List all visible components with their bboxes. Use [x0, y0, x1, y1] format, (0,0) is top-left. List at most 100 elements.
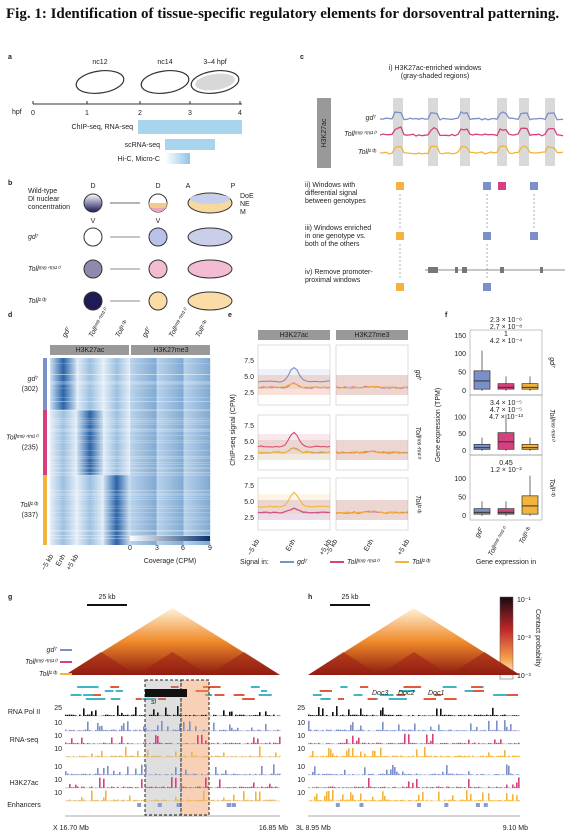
- track-bar: [73, 787, 75, 788]
- track-bar: [408, 799, 410, 801]
- region-shade: [144, 679, 182, 816]
- track-bar: [402, 771, 404, 775]
- track-bar: [398, 800, 400, 801]
- label: i) H3K27ac-enriched windows: [389, 65, 482, 72]
- track-bar: [73, 742, 75, 744]
- track-bar: [464, 787, 466, 788]
- heatmap-streak: [50, 471, 210, 473]
- track-bar: [103, 797, 105, 801]
- track-bar: [169, 756, 171, 757]
- track-bar: [396, 771, 398, 775]
- track-bar: [259, 746, 261, 757]
- track-bar: [410, 787, 412, 788]
- track-bar: [360, 751, 362, 757]
- track-bar: [390, 800, 392, 801]
- label: 25 kb: [341, 594, 358, 601]
- track-bar: [488, 786, 490, 788]
- track-bar: [93, 715, 95, 716]
- track-bar: [382, 786, 384, 788]
- track-bar: [490, 755, 492, 757]
- track-bar: [450, 799, 452, 801]
- track-bar: [269, 774, 271, 775]
- genotype-label: Toll¹⁰ᵇ: [517, 525, 533, 545]
- track-bar: [223, 743, 225, 744]
- tick-label: 0: [462, 513, 466, 520]
- track-bar: [265, 711, 267, 716]
- heatmap-streak: [50, 490, 210, 492]
- track-bar: [65, 742, 67, 744]
- tick-label: 10⁻²: [517, 635, 531, 642]
- track-bar: [135, 729, 137, 731]
- heatmap-streak: [50, 462, 210, 463]
- track-bar: [518, 755, 520, 757]
- embryo-side: [187, 259, 233, 279]
- track-bar: [227, 800, 229, 801]
- track-bar: [458, 715, 460, 716]
- track-bar: [418, 714, 420, 716]
- track-bar: [318, 707, 320, 716]
- track-bar: [326, 743, 328, 744]
- track-bar: [494, 800, 496, 801]
- track-bar: [275, 774, 277, 775]
- track-bar: [267, 786, 269, 788]
- hic-map: [308, 608, 520, 675]
- box: [473, 443, 491, 450]
- track-bar: [253, 782, 255, 788]
- track-bar: [127, 755, 129, 757]
- track-bar: [514, 755, 516, 757]
- track-bar: [97, 799, 99, 801]
- track-bar: [392, 787, 394, 788]
- track-bar: [273, 730, 275, 731]
- track-bar: [195, 715, 197, 716]
- track-bar: [482, 755, 484, 757]
- signal-line: [335, 510, 409, 514]
- track-bar: [448, 729, 450, 731]
- track-bar: [251, 799, 253, 801]
- track-scale: 10: [54, 733, 62, 740]
- track-bar: [326, 714, 328, 716]
- gene-arrow: [145, 689, 187, 697]
- track-bar: [151, 756, 153, 757]
- track-bar: [149, 774, 151, 775]
- panel-label: g: [8, 594, 12, 601]
- heatmap-block: [130, 410, 157, 475]
- gene-model: [403, 686, 416, 688]
- track-bar: [384, 786, 386, 788]
- track-bar: [105, 756, 107, 757]
- track-bar: [105, 729, 107, 731]
- track-bar: [462, 774, 464, 775]
- label: differential signal: [305, 190, 358, 197]
- track-bar: [424, 715, 426, 716]
- signal-band: [336, 375, 408, 395]
- track-bar: [394, 786, 396, 788]
- label: RNA-seq: [10, 737, 39, 744]
- label: ii) Windows with: [305, 182, 355, 189]
- track-bar: [67, 773, 69, 775]
- track-bar: [462, 799, 464, 801]
- track-bar: [101, 750, 103, 757]
- track-bar: [396, 800, 398, 801]
- track-bar: [135, 787, 137, 788]
- track-bar: [75, 743, 77, 744]
- track-scale: 10: [297, 720, 305, 727]
- track-bar: [402, 799, 404, 801]
- track-bar: [185, 743, 187, 744]
- track-bar: [422, 787, 424, 788]
- track-bar: [404, 787, 406, 788]
- track-bar: [346, 739, 348, 744]
- section: [148, 227, 168, 247]
- track-bar: [257, 729, 259, 731]
- track-bar: [380, 787, 382, 788]
- track-bar: [390, 730, 392, 731]
- track-bar: [213, 714, 215, 716]
- track-bar: [137, 750, 139, 757]
- track-scale: 10: [297, 777, 305, 784]
- track-bar: [261, 786, 263, 788]
- track-bar: [141, 800, 143, 801]
- track-bar: [145, 764, 147, 775]
- track-bar: [502, 774, 504, 775]
- track-bar: [506, 793, 508, 801]
- column-label: gd⁷: [61, 326, 72, 339]
- track-bar: [428, 742, 430, 744]
- p-value: 1: [504, 331, 508, 338]
